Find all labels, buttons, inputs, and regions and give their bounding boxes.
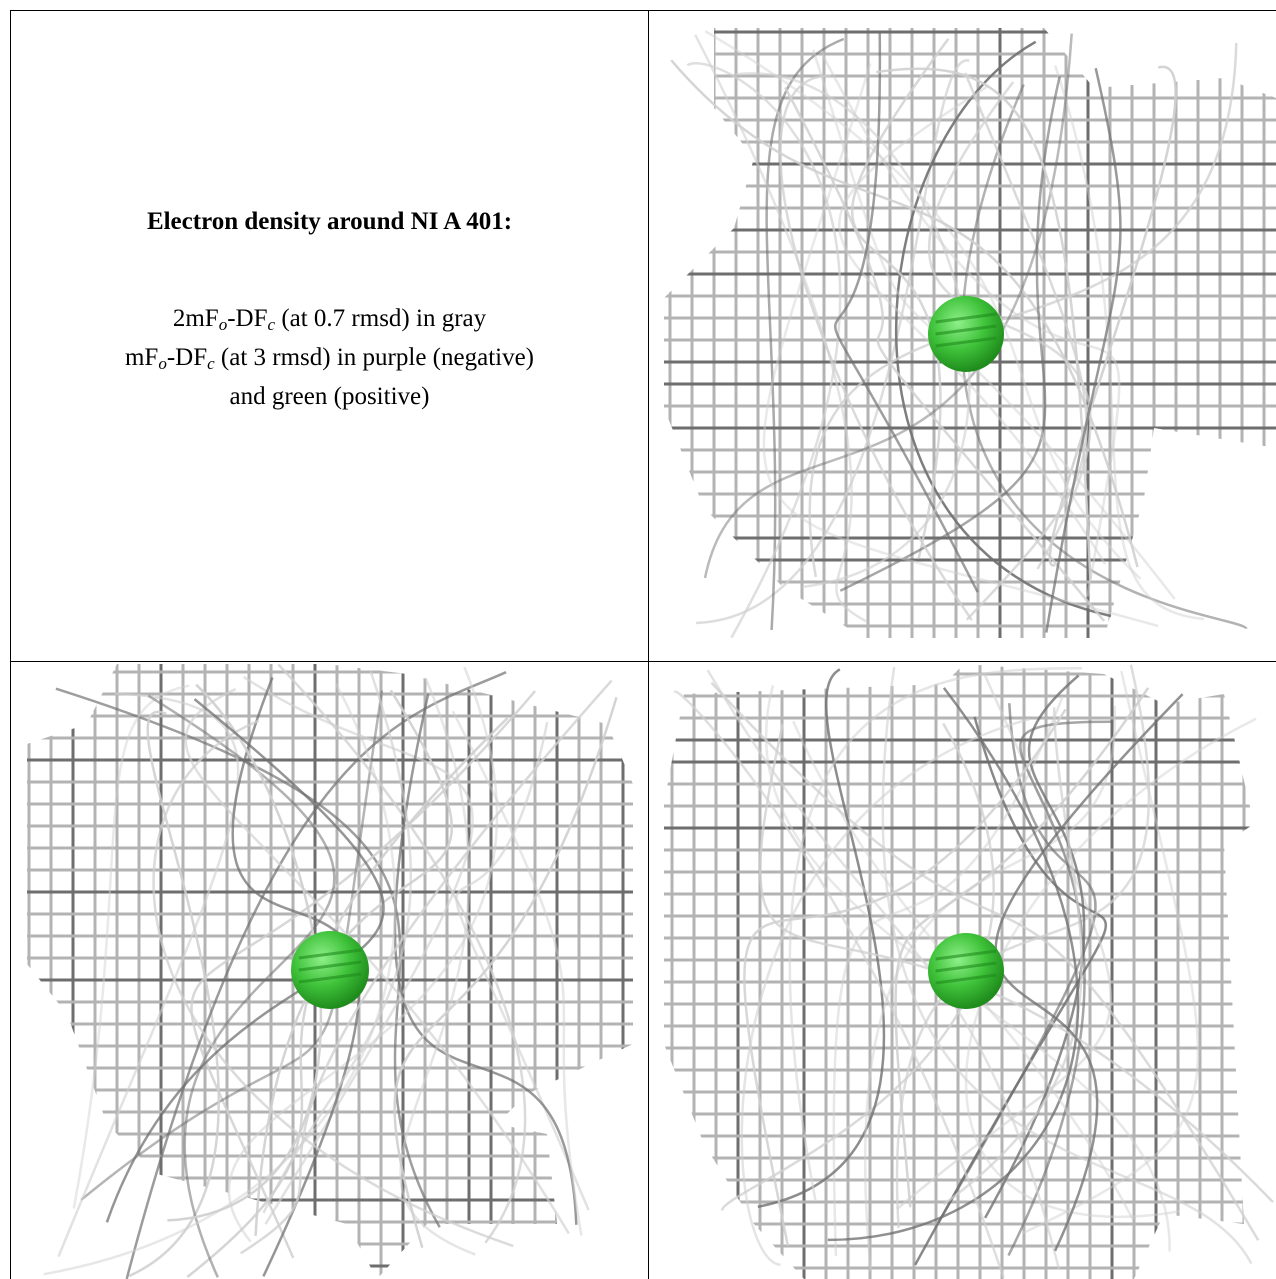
map-legend: 2mFo-DFc (at 0.7 rmsd) in gray mFo-DFc (… [125,299,534,416]
contour-curve [1054,65,1205,621]
contour-curve [740,717,1031,1267]
grid-divider-horizontal [10,661,1276,662]
mesh-render-2 [27,664,633,1279]
contour-curve [227,666,499,1243]
contour-curve [184,687,570,1235]
contour-curve [451,710,583,1236]
contour-curve [994,693,1184,1252]
legend-line-2fo-fc: 2mFo-DFc (at 0.7 rmsd) in gray [172,305,487,334]
atom-mesh-line [935,324,997,336]
contour-curve [242,675,474,1225]
atom-mesh-line [935,336,997,348]
contour-curve [876,67,1092,580]
contour-curve [128,710,220,1278]
legend-line-fo-fc: mFo-DFc (at 3 rmsd) in purple (negative) [124,344,535,373]
contour-curve [779,74,973,621]
contour-curve [696,59,970,625]
contour-curve [721,722,995,1211]
density-view-3 [664,664,1276,1279]
contour-curve [895,664,1151,1229]
contour-curve [1045,67,1122,633]
contour-curve [757,668,886,1209]
contour-curve [937,703,1097,1224]
grid-divider-vertical [648,10,649,1279]
contour-curve [262,671,413,1214]
contour-curve [706,669,1061,1270]
atom-mesh-line [298,960,362,972]
contour-curve [832,696,1064,1257]
contour-curve [833,30,979,593]
contour-curve [704,30,1142,580]
contour-curve [839,76,1061,592]
contour-curve [186,716,509,1278]
contour-curve [812,49,1176,600]
atom-mesh-line [935,961,997,973]
contour-curve [399,677,476,1256]
contour-curve [694,34,868,623]
contour-curve [277,664,527,1244]
atom-mesh-line [298,972,362,984]
contour-curve [703,33,1073,579]
contour-curve [125,671,507,1279]
contour-curve [964,717,1257,1219]
atom-mesh-line [935,312,997,324]
contour-curve [863,705,1117,1273]
contour-curve [80,690,384,1201]
density-view-1 [664,28,1276,638]
contour-curve [894,40,1112,618]
contour-curve [393,693,578,1225]
contour-curve [765,37,845,631]
density-view-2 [27,664,633,1279]
figure-frame [10,10,1276,1279]
contour-curve [190,690,537,1259]
contour-curve [942,707,1083,1206]
contour-curve [759,723,1274,1203]
contour-curve [43,683,397,1276]
contour-curve [240,679,613,1255]
contour-curve [850,38,950,559]
contour-curve [455,721,590,1211]
contour-curve [254,689,453,1236]
mesh-render-3 [664,664,1274,1279]
contour-curve [1007,720,1114,1257]
contour-curve [673,690,1005,1279]
figure-title: Electron density around NI A 401: [146,208,513,235]
contour-curve [686,62,842,638]
contour-curve [894,687,1150,1208]
contour-curve [670,59,1139,568]
legend-line-continued: and green (positive) [229,383,430,410]
atom-mesh-line [935,949,997,961]
mesh-render-1 [664,28,1276,638]
contour-curve [152,719,514,1248]
contour-curve [762,63,1159,628]
caption-panel: Electron density around NI A 401: 2mFo-D… [11,11,648,661]
contour-curve [1021,670,1200,1235]
contour-curve [72,684,190,1209]
contour-curve [147,694,336,1278]
atom-mesh-line [298,948,362,960]
contour-curve [838,85,1107,565]
contour-curve [881,666,1253,1265]
contour-curve [827,687,1080,1242]
contour-curve [743,708,1067,1246]
atom-mesh-line [935,973,997,985]
contour-curve [788,666,1082,1202]
contour-curve [393,696,618,1249]
